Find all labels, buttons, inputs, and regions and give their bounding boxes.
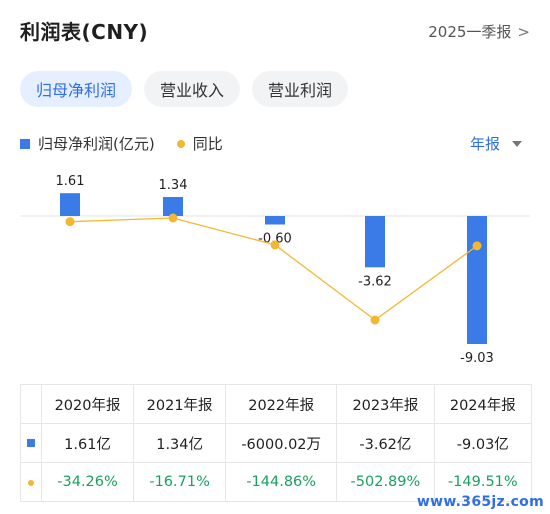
table-header-row: 2020年报 2021年报 2022年报 2023年报 2024年报 xyxy=(20,384,533,424)
yoy-point xyxy=(168,213,178,223)
table-corner-cell xyxy=(20,384,42,424)
table-cell: -34.26% xyxy=(40,462,135,502)
bar-data-label: 1.34 xyxy=(159,178,188,193)
yoy-point xyxy=(472,241,482,251)
report-type-label: 年报 xyxy=(469,135,500,153)
table-row: -34.26% -16.71% -144.86% -502.89% -149.5… xyxy=(20,462,533,502)
bar-data-label: 1.61 xyxy=(56,174,85,189)
profit-chart: 1.61 1.34-0.60-3.62-9.03 xyxy=(20,174,530,366)
bar xyxy=(467,216,487,344)
page-title: 利润表(CNY) xyxy=(20,20,149,44)
bar-data-label: -9.03 xyxy=(460,351,494,366)
legend-series2: 同比 xyxy=(192,135,223,153)
table-cell: 1.61亿 xyxy=(40,423,135,463)
tab-net-profit[interactable]: 归母净利润 xyxy=(20,71,133,107)
line-legend-icon xyxy=(176,139,185,148)
table-cell: -9.03亿 xyxy=(433,423,533,463)
tab-operating-profit[interactable]: 营业利润 xyxy=(252,71,349,107)
table-header-cell: 2023年报 xyxy=(336,384,435,424)
table-header-cell: 2024年报 xyxy=(433,384,533,424)
profit-row-icon-cell xyxy=(20,423,42,463)
yoy-point xyxy=(65,217,75,227)
bar-series-icon xyxy=(27,439,35,447)
bar xyxy=(163,197,183,216)
table-cell: 1.34亿 xyxy=(133,423,227,463)
bar xyxy=(60,193,80,216)
table-cell: -144.86% xyxy=(225,462,338,502)
table-cell: -149.51% xyxy=(433,462,533,502)
dropdown-triangle-icon xyxy=(512,140,522,147)
table-cell: -502.89% xyxy=(336,462,435,502)
bar xyxy=(265,216,285,225)
table-cell: -3.62亿 xyxy=(336,423,435,463)
legend-series1: 归母净利润(亿元) xyxy=(38,135,155,153)
line-series-icon xyxy=(28,480,34,486)
period-selector[interactable]: 2025一季报 > xyxy=(428,21,530,42)
yoy-row-icon-cell xyxy=(20,462,42,502)
table-cell: -6000.02万 xyxy=(225,423,338,463)
bar-data-label: -3.62 xyxy=(358,274,392,289)
tab-revenue[interactable]: 营业收入 xyxy=(144,71,241,107)
page-header: 利润表(CNY) 2025一季报 > xyxy=(0,0,550,62)
table-cell: -16.71% xyxy=(133,462,227,502)
table-header-cell: 2020年报 xyxy=(40,384,135,424)
table-header-cell: 2021年报 xyxy=(133,384,227,424)
chevron-right-icon: > xyxy=(517,22,530,41)
table-header-cell: 2022年报 xyxy=(225,384,338,424)
chart-legend: 归母净利润(亿元) 同比 xyxy=(20,133,223,154)
data-table: 2020年报 2021年报 2022年报 2023年报 2024年报 1.61亿… xyxy=(20,384,533,502)
report-type-dropdown[interactable]: 年报 xyxy=(470,133,522,154)
bar-legend-icon xyxy=(20,138,30,149)
bar xyxy=(365,216,385,268)
watermark: www.365jz.com xyxy=(416,494,544,510)
table-row: 1.61亿 1.34亿 -6000.02万 -3.62亿 -9.03亿 xyxy=(20,423,533,463)
yoy-point xyxy=(270,240,280,250)
yoy-point xyxy=(370,315,380,325)
period-label: 2025一季报 xyxy=(428,23,512,41)
metric-tabs: 归母净利润 营业收入 营业利润 xyxy=(20,71,349,107)
